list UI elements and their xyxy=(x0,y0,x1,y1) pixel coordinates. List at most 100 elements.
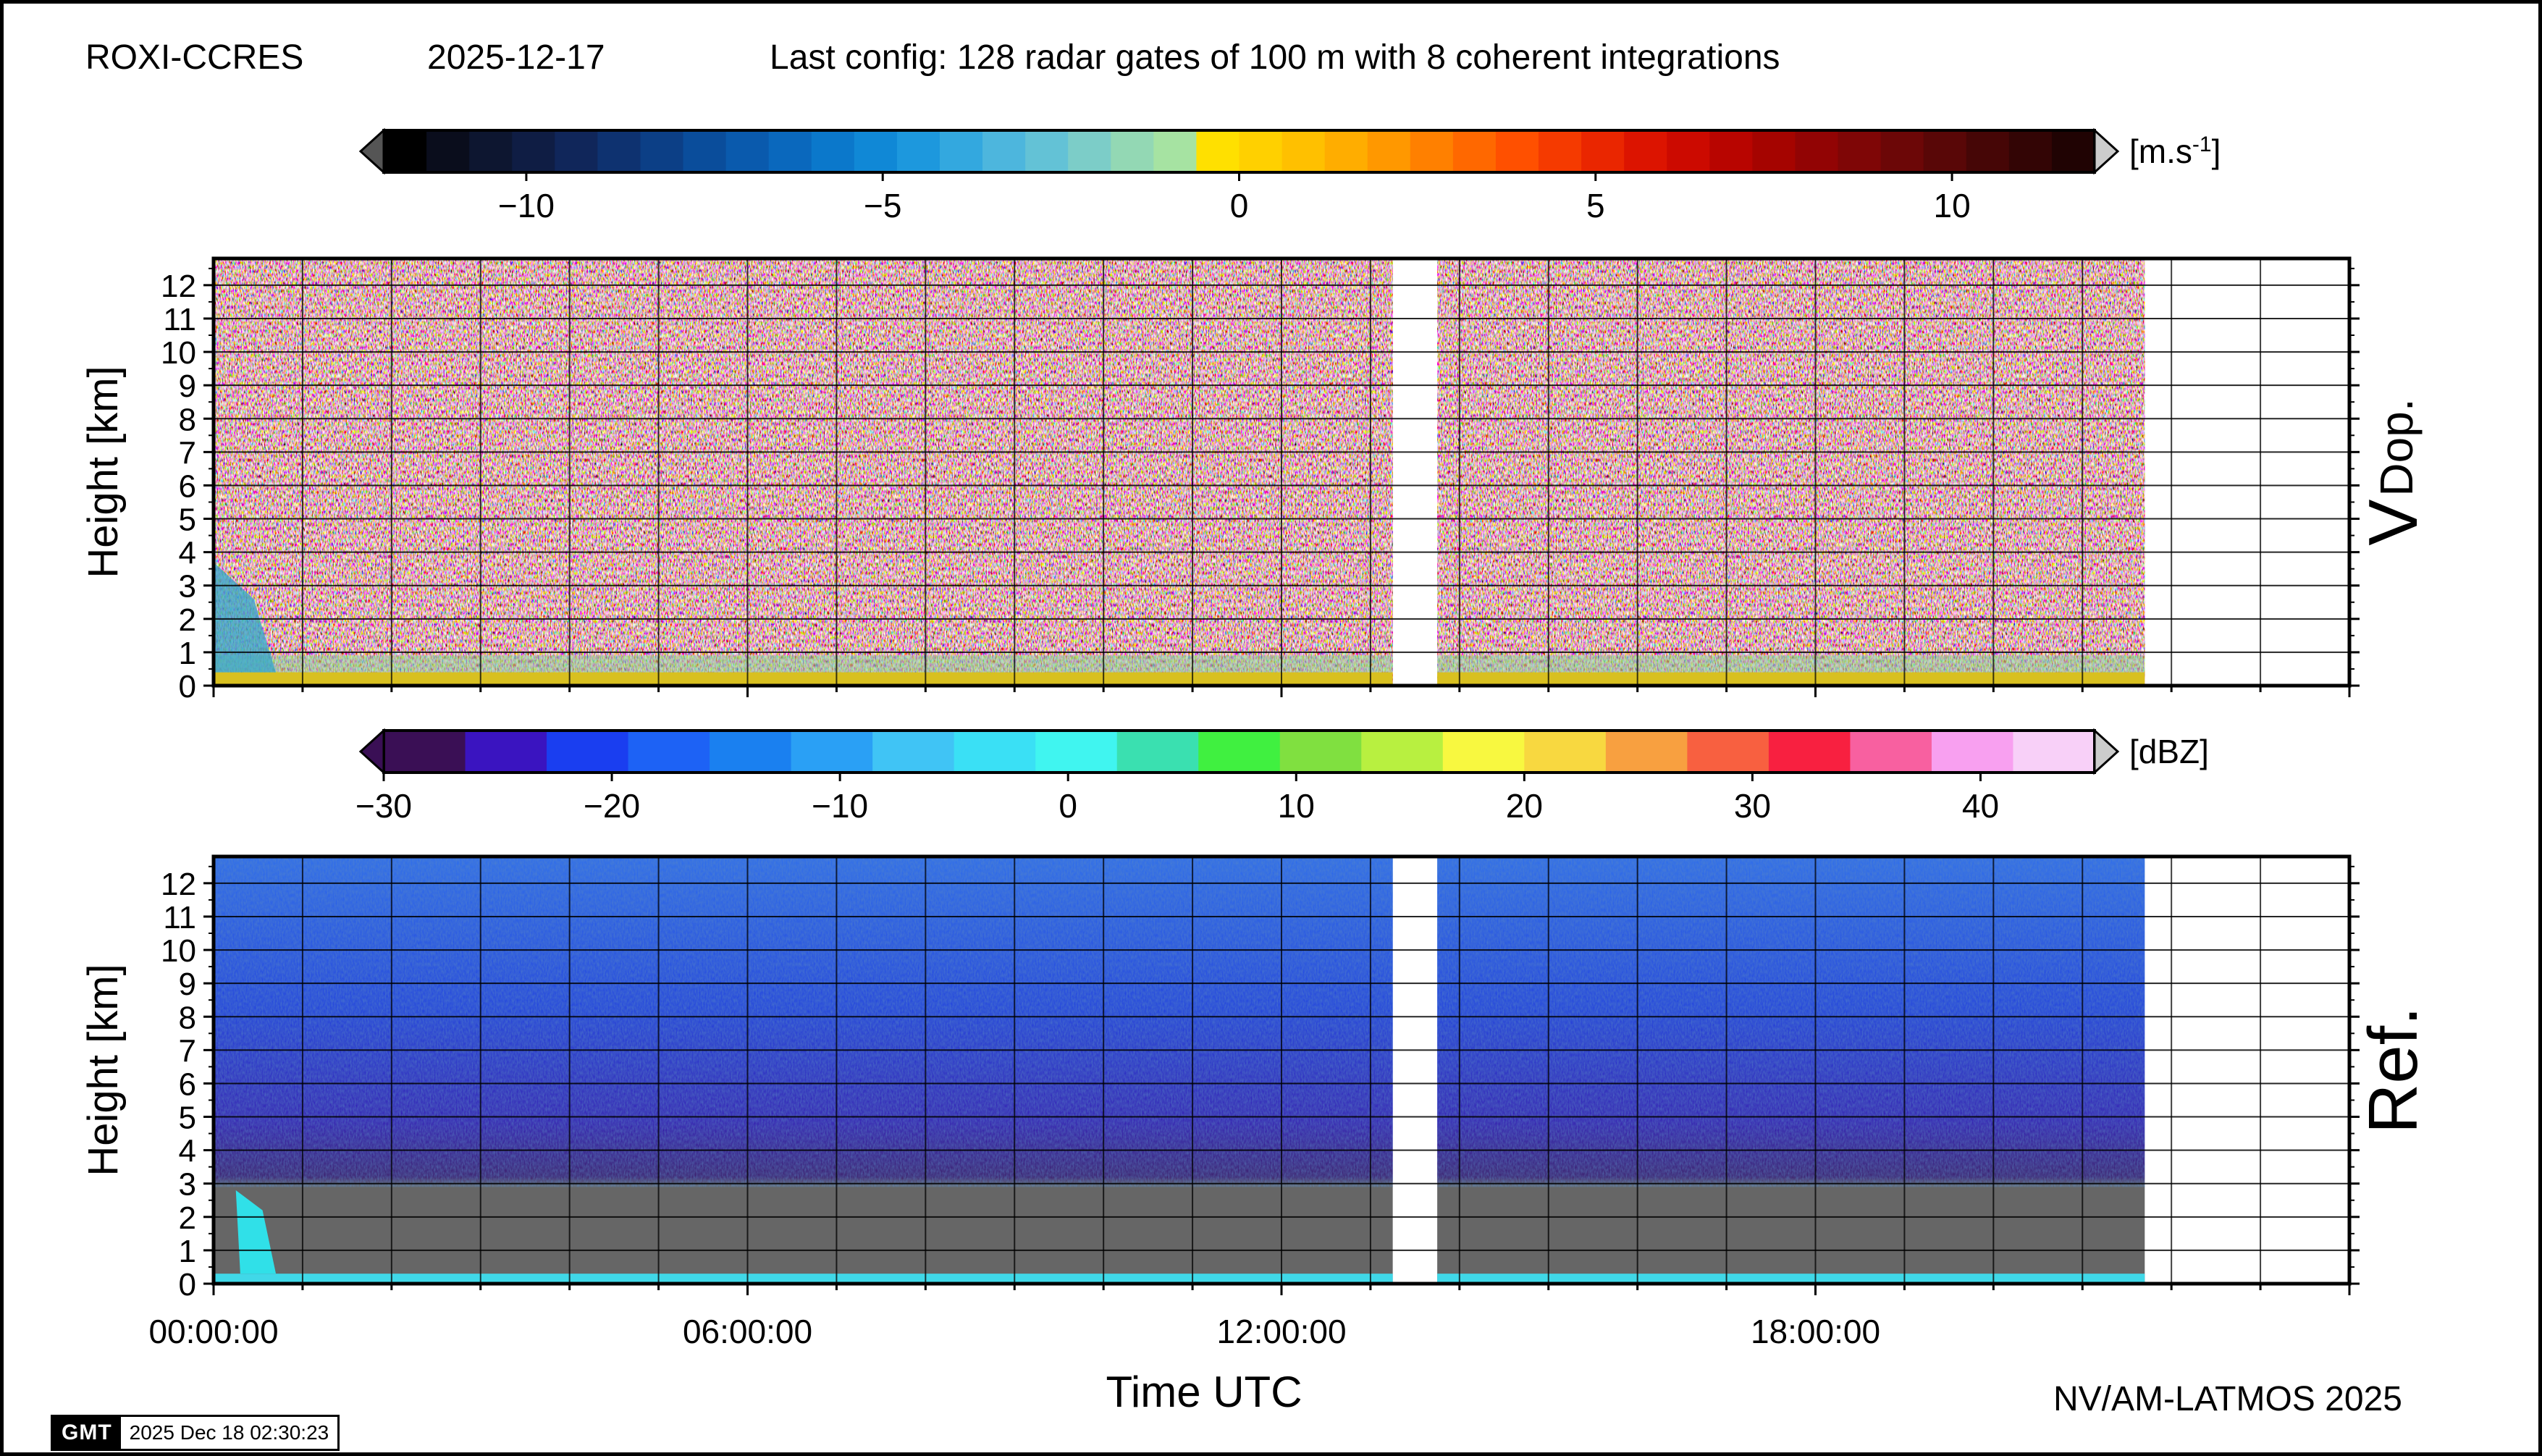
colorbar-tick-label: −10 xyxy=(812,787,868,825)
y-tick-label: 12 xyxy=(161,867,196,902)
colorbar-swatch xyxy=(1752,130,1796,172)
colorbar-high-arrow xyxy=(2093,127,2120,175)
colorbar-swatch xyxy=(1361,731,1444,773)
colorbar-tick-label: −10 xyxy=(498,187,555,224)
y-tick-label: 0 xyxy=(179,1267,196,1303)
colorbar-swatch xyxy=(1923,130,1967,172)
colorbar-swatch xyxy=(2008,130,2053,172)
x-tick-label: 06:00:00 xyxy=(683,1313,812,1350)
y-tick-label: 8 xyxy=(179,402,196,437)
colorbar-swatch xyxy=(1687,731,1769,773)
y-tick-label: 2 xyxy=(179,1200,196,1236)
y-tick-label: 6 xyxy=(179,468,196,504)
gmt-logo: GMT xyxy=(53,1417,121,1449)
colorbar-swatch xyxy=(1452,130,1497,172)
colorbar-tick-label: −20 xyxy=(584,787,640,825)
colorbar-2: −30 −20 −10 0 10 20 30 40 [dBZ] xyxy=(355,728,2209,825)
y-tick-label: 5 xyxy=(179,1101,196,1136)
colorbar-tick-label: −5 xyxy=(864,187,901,224)
colorbar-swatch xyxy=(683,130,727,172)
y-tick-label: 3 xyxy=(179,1167,196,1203)
y-tick-label: 0 xyxy=(179,669,196,704)
doppler-field xyxy=(1437,258,2145,686)
colorbar-swatch xyxy=(811,130,855,172)
colorbar-swatch xyxy=(872,731,955,773)
y-tick-label: 9 xyxy=(179,369,196,404)
colorbar-swatch xyxy=(1367,130,1411,172)
doppler-ground-band xyxy=(214,672,1393,686)
colorbar-swatch xyxy=(1111,130,1155,172)
colorbar-unit: [dBZ] xyxy=(2129,733,2209,770)
colorbar-swatch xyxy=(628,731,710,773)
colorbar-swatch xyxy=(426,130,470,172)
colorbar-swatch xyxy=(854,130,898,172)
y-tick-label: 10 xyxy=(161,933,196,969)
reflectivity-noise xyxy=(214,857,1393,1187)
colorbar-low-arrow xyxy=(358,127,385,175)
y-tick-label: 7 xyxy=(179,1033,196,1069)
colorbar-high-arrow xyxy=(2093,728,2120,775)
colorbar-swatch xyxy=(1153,130,1198,172)
colorbar-swatch xyxy=(1931,731,2014,773)
colorbar-tick-label: −30 xyxy=(355,787,412,825)
colorbar-swatch xyxy=(555,130,599,172)
y-tick-label: 11 xyxy=(163,302,196,337)
colorbar-swatch xyxy=(1442,731,1525,773)
colorbar-swatch xyxy=(465,731,547,773)
colorbar-swatch xyxy=(982,130,1026,172)
y-tick-label: 7 xyxy=(179,435,196,471)
panel-label: Ref. xyxy=(2354,1006,2432,1134)
colorbar-swatch xyxy=(1838,130,1882,172)
colorbar-swatch xyxy=(1068,130,1112,172)
doppler-echo xyxy=(214,562,277,673)
colorbar-tick-label: 0 xyxy=(1059,787,1077,825)
colorbar-1: −10 −5 0 5 10 [m.s-1] xyxy=(358,127,2221,224)
colorbar-low-arrow xyxy=(358,728,385,775)
y-tick-label: 4 xyxy=(179,536,196,571)
colorbar-swatch xyxy=(954,731,1036,773)
colorbar-swatch xyxy=(1410,130,1454,172)
colorbar-swatch xyxy=(512,130,556,172)
y-tick-label: 10 xyxy=(161,335,196,371)
colorbar-swatch xyxy=(1539,130,1582,172)
reflectivity-ground-band xyxy=(214,1274,1393,1284)
colorbar-swatch xyxy=(1324,130,1368,172)
colorbar-unit: [m.s-1] xyxy=(2129,132,2221,170)
y-tick-label: 2 xyxy=(179,602,196,638)
colorbar-swatch xyxy=(896,130,940,172)
colorbar-swatch xyxy=(1239,130,1283,172)
colorbar-swatch xyxy=(710,731,792,773)
reflectivity-ground-band xyxy=(1437,1274,2145,1284)
y-tick-label: 12 xyxy=(161,269,196,304)
colorbar-swatch xyxy=(384,130,427,172)
colorbar-swatch xyxy=(1196,130,1240,172)
colorbar-tick-label: 40 xyxy=(1962,787,1999,825)
y-tick-label: 9 xyxy=(179,967,196,1002)
colorbar-swatch xyxy=(1198,731,1281,773)
colorbar-swatch xyxy=(1495,130,1539,172)
colorbar-swatch xyxy=(384,731,466,773)
colorbar-swatch xyxy=(939,130,983,172)
plot-date: 2025-12-17 xyxy=(427,38,605,77)
colorbar-swatch xyxy=(547,731,629,773)
colorbar-swatch xyxy=(1279,731,1363,773)
colorbar-tick-label: 10 xyxy=(1933,187,1970,224)
colorbar-swatch xyxy=(768,130,812,172)
colorbar-swatch xyxy=(597,130,641,172)
y-tick-label: 8 xyxy=(179,1000,196,1035)
colorbar-swatch xyxy=(1966,130,2010,172)
x-axis-label: Time UTC xyxy=(1106,1368,1302,1416)
colorbar-swatch xyxy=(1795,130,1839,172)
y-tick-label: 5 xyxy=(179,502,196,538)
y-tick-label: 1 xyxy=(179,1234,196,1269)
colorbar-swatch xyxy=(1667,130,1711,172)
colorbar-swatch xyxy=(791,731,873,773)
stamp-time: 2025 Dec 18 02:30:23 xyxy=(120,1417,338,1449)
y-tick-label: 6 xyxy=(179,1066,196,1102)
credit-text: NV/AM-LATMOS 2025 xyxy=(2053,1380,2402,1418)
colorbar-swatch xyxy=(1035,731,1118,773)
panel-label: VDop. xyxy=(2354,398,2432,545)
colorbar-swatch xyxy=(1025,130,1069,172)
